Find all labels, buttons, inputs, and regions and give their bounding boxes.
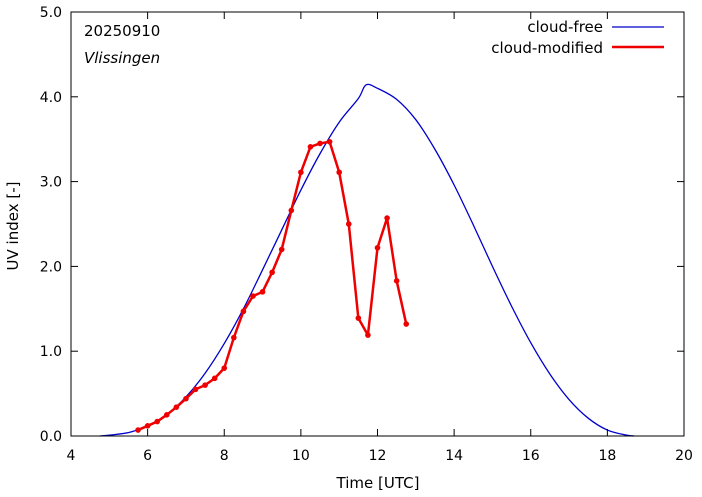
x-tick-label: 4 bbox=[67, 448, 76, 464]
x-tick-label: 16 bbox=[522, 448, 540, 464]
y-tick-label: 4.0 bbox=[40, 90, 62, 106]
data-point-cloud-modified bbox=[288, 207, 295, 214]
legend: cloud-free cloud-modified bbox=[491, 18, 664, 57]
data-point-cloud-modified bbox=[250, 293, 256, 299]
data-point-cloud-modified bbox=[326, 138, 333, 145]
y-axis-title: UV index [-] bbox=[4, 182, 22, 271]
x-tick-label: 20 bbox=[675, 448, 693, 464]
y-tick-label: 5.0 bbox=[40, 5, 62, 21]
data-point-cloud-modified bbox=[135, 427, 141, 433]
data-point-cloud-modified bbox=[317, 140, 323, 147]
x-tick-label: 10 bbox=[292, 448, 310, 464]
data-point-cloud-modified bbox=[231, 334, 237, 341]
x-tick-label: 6 bbox=[143, 448, 152, 464]
data-point-cloud-modified bbox=[211, 375, 218, 382]
x-tick-label: 14 bbox=[445, 448, 463, 464]
data-point-cloud-modified bbox=[298, 169, 304, 176]
data-point-cloud-modified bbox=[183, 395, 189, 402]
x-tick-label: 8 bbox=[220, 448, 229, 464]
data-point-cloud-modified bbox=[278, 246, 285, 253]
data-point-cloud-modified bbox=[403, 321, 410, 327]
data-point-cloud-modified bbox=[221, 365, 228, 371]
data-point-cloud-modified bbox=[393, 278, 400, 284]
data-point-cloud-modified bbox=[240, 308, 247, 315]
data-point-cloud-modified bbox=[173, 404, 180, 410]
data-point-cloud-modified bbox=[144, 423, 151, 429]
plot-lines bbox=[99, 83, 635, 437]
legend-label-cloud-modified: cloud-modified bbox=[491, 39, 603, 57]
data-point-cloud-modified bbox=[154, 418, 160, 425]
data-point-cloud-modified bbox=[384, 215, 390, 221]
data-point-cloud-modified bbox=[345, 221, 352, 227]
legend-label-cloud-free: cloud-free bbox=[527, 18, 603, 36]
data-point-cloud-modified bbox=[259, 289, 266, 295]
data-point-cloud-modified bbox=[374, 244, 381, 251]
data-point-cloud-modified bbox=[192, 386, 199, 393]
data-point-cloud-modified bbox=[355, 315, 362, 321]
y-tick-label: 0.0 bbox=[40, 429, 62, 445]
x-tick-label: 18 bbox=[598, 448, 616, 464]
series-line-cloud-modified bbox=[137, 140, 408, 432]
axis-tick-labels: 4 6 8 10 12 14 16 18 20 0.0 1.0 2.0 3.0 4.0 5.0 bbox=[40, 5, 693, 464]
y-tick-label: 2.0 bbox=[40, 259, 62, 275]
axis-ticks bbox=[70, 11, 685, 437]
y-tick-label: 1.0 bbox=[40, 344, 62, 360]
series-line-cloud-free bbox=[99, 83, 635, 437]
data-point-cloud-modified bbox=[269, 269, 275, 276]
x-axis-title: Time [UTC] bbox=[336, 474, 420, 492]
data-point-cloud-modified bbox=[202, 382, 208, 388]
data-point-cloud-modified bbox=[307, 144, 314, 150]
plot-frame bbox=[70, 11, 685, 437]
x-tick-label: 12 bbox=[369, 448, 387, 464]
date-annotation: 20250910 bbox=[84, 22, 160, 40]
data-point-cloud-modified bbox=[163, 412, 170, 418]
data-point-cloud-modified bbox=[365, 332, 371, 338]
station-annotation: Vlissingen bbox=[84, 49, 160, 67]
data-point-cloud-modified bbox=[336, 169, 342, 176]
y-tick-label: 3.0 bbox=[40, 175, 62, 191]
